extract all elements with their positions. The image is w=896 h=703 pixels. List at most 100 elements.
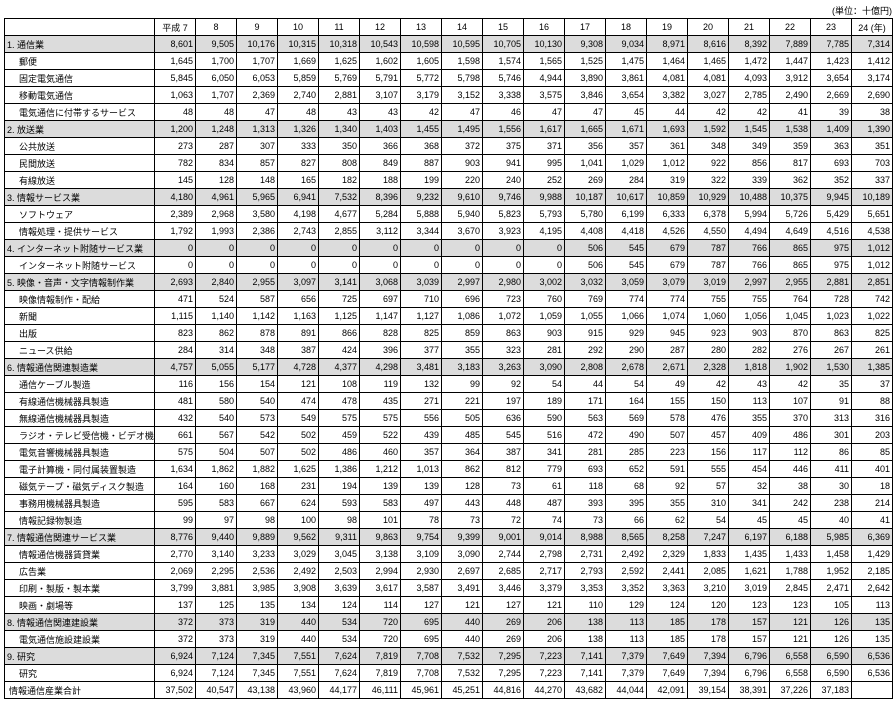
cell: 3,112 (360, 223, 401, 240)
cell: 3,141 (319, 274, 360, 291)
cell: 1,495 (442, 121, 483, 138)
cell: 725 (319, 291, 360, 308)
cell: 6,796 (729, 648, 770, 665)
cell: 5,965 (237, 189, 278, 206)
cell: 524 (196, 291, 237, 308)
cell: 652 (606, 461, 647, 478)
cell: 439 (401, 427, 442, 444)
cell: 18 (852, 478, 893, 495)
cell: 5,798 (442, 70, 483, 87)
cell: 85 (852, 444, 893, 461)
cell: 697 (360, 291, 401, 308)
cell: 4,494 (729, 223, 770, 240)
cell: 3,481 (401, 359, 442, 376)
cell: 507 (647, 427, 688, 444)
cell: 7,295 (483, 665, 524, 682)
cell: 808 (319, 155, 360, 172)
cell: 1,059 (524, 308, 565, 325)
cell: 580 (196, 393, 237, 410)
row-label: 映像情報制作・配給 (5, 291, 155, 308)
cell: 54 (688, 512, 729, 529)
cell: 37 (852, 376, 893, 393)
cell: 720 (360, 614, 401, 631)
cell: 10,130 (524, 36, 565, 53)
cell: 37,226 (770, 682, 811, 699)
table-row: 通信ケーブル製造11615615412110811913299925444544… (5, 376, 893, 393)
cell: 134 (278, 597, 319, 614)
cell: 497 (401, 495, 442, 512)
cell: 206 (524, 614, 565, 631)
row-label: 電子計算機・同付属装置製造 (5, 461, 155, 478)
cell: 373 (196, 614, 237, 631)
cell: 43 (729, 376, 770, 393)
cell: 567 (196, 427, 237, 444)
cell: 113 (606, 631, 647, 648)
cell: 114 (360, 597, 401, 614)
cell: 457 (688, 427, 729, 444)
year-header: 20 (688, 19, 729, 36)
cell: 252 (524, 172, 565, 189)
cell: 9,863 (360, 529, 401, 546)
cell: 787 (688, 257, 729, 274)
cell: 975 (811, 257, 852, 274)
cell: 48 (155, 104, 196, 121)
cell: 1,072 (483, 308, 524, 325)
cell: 3,575 (524, 87, 565, 104)
cell: 185 (647, 614, 688, 631)
cell: 1,598 (442, 53, 483, 70)
cell: 316 (852, 410, 893, 427)
cell: 42 (688, 376, 729, 393)
cell: 2,770 (155, 546, 196, 563)
cell: 44,816 (483, 682, 524, 699)
row-label: 出版 (5, 325, 155, 342)
cell: 1,147 (360, 308, 401, 325)
cell: 4,081 (688, 70, 729, 87)
cell: 366 (360, 138, 401, 155)
cell: 124 (647, 597, 688, 614)
table-row: 磁気テープ・磁気ディスク製造16416016823119413913912873… (5, 478, 893, 495)
cell: 4,550 (688, 223, 729, 240)
cell: 760 (524, 291, 565, 308)
cell: 3,908 (278, 580, 319, 597)
year-header: 平成 7 (155, 19, 196, 36)
cell: 10,375 (770, 189, 811, 206)
cell: 975 (811, 240, 852, 257)
cell: 47 (524, 104, 565, 121)
cell: 112 (770, 444, 811, 461)
cell: 995 (524, 155, 565, 172)
cell: 2,840 (196, 274, 237, 291)
cell: 5,985 (811, 529, 852, 546)
cell: 1,386 (319, 461, 360, 478)
row-label: ソフトウェア (5, 206, 155, 223)
cell: 0 (319, 240, 360, 257)
cell: 782 (155, 155, 196, 172)
cell: 1,545 (729, 121, 770, 138)
row-label: 電気音響機械器具製造 (5, 444, 155, 461)
cell: 1,340 (319, 121, 360, 138)
cell: 696 (442, 291, 483, 308)
cell: 0 (196, 257, 237, 274)
cell: 2,503 (319, 563, 360, 580)
cell: 160 (196, 478, 237, 495)
cell: 3,138 (360, 546, 401, 563)
cell: 221 (442, 393, 483, 410)
cell: 30 (811, 478, 852, 495)
year-header: 19 (647, 19, 688, 36)
cell: 387 (278, 342, 319, 359)
cell: 290 (606, 342, 647, 359)
cell: 273 (155, 138, 196, 155)
cell: 504 (196, 444, 237, 461)
cell: 351 (852, 138, 893, 155)
cell: 1,902 (770, 359, 811, 376)
cell: 214 (852, 495, 893, 512)
cell: 545 (483, 427, 524, 444)
cell: 7,785 (811, 36, 852, 53)
cell: 4,538 (852, 223, 893, 240)
cell: 534 (319, 631, 360, 648)
cell: 3,210 (688, 580, 729, 597)
cell: 862 (442, 461, 483, 478)
cell: 37,183 (811, 682, 852, 699)
cell: 0 (237, 240, 278, 257)
cell: 2,685 (483, 563, 524, 580)
cell: 359 (770, 138, 811, 155)
